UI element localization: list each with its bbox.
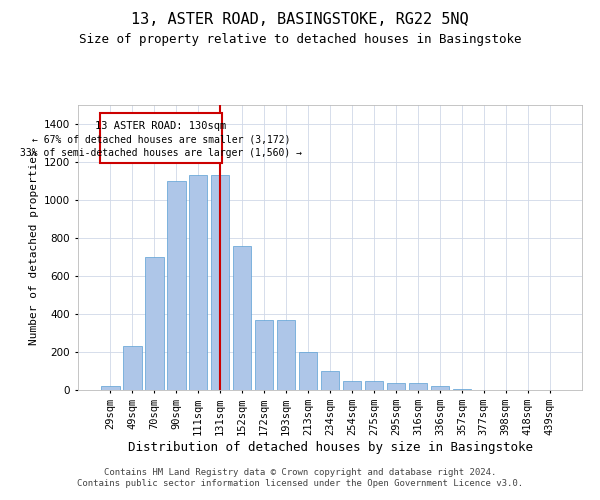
Bar bbox=[167, 181, 185, 390]
Bar bbox=[299, 352, 317, 390]
X-axis label: Distribution of detached houses by size in Basingstoke: Distribution of detached houses by size … bbox=[128, 440, 533, 454]
Y-axis label: Number of detached properties: Number of detached properties bbox=[29, 150, 38, 346]
Bar bbox=[452, 389, 471, 390]
Bar bbox=[101, 386, 119, 390]
Text: 33% of semi-detached houses are larger (1,560) →: 33% of semi-detached houses are larger (… bbox=[20, 148, 302, 158]
Bar bbox=[100, 112, 223, 163]
Bar bbox=[233, 246, 251, 390]
Bar bbox=[386, 384, 405, 390]
Bar bbox=[211, 176, 229, 390]
Bar bbox=[255, 320, 274, 390]
Bar bbox=[365, 380, 383, 390]
Bar bbox=[277, 320, 295, 390]
Bar bbox=[320, 371, 340, 390]
Text: Size of property relative to detached houses in Basingstoke: Size of property relative to detached ho… bbox=[79, 32, 521, 46]
Bar bbox=[409, 384, 427, 390]
Text: 13, ASTER ROAD, BASINGSTOKE, RG22 5NQ: 13, ASTER ROAD, BASINGSTOKE, RG22 5NQ bbox=[131, 12, 469, 28]
Bar bbox=[343, 380, 361, 390]
Text: 13 ASTER ROAD: 130sqm: 13 ASTER ROAD: 130sqm bbox=[95, 121, 227, 131]
Text: Contains HM Land Registry data © Crown copyright and database right 2024.
Contai: Contains HM Land Registry data © Crown c… bbox=[77, 468, 523, 487]
Bar bbox=[189, 176, 208, 390]
Bar bbox=[145, 257, 164, 390]
Bar bbox=[431, 386, 449, 390]
Bar bbox=[123, 346, 142, 390]
Text: ← 67% of detached houses are smaller (3,172): ← 67% of detached houses are smaller (3,… bbox=[32, 134, 290, 144]
